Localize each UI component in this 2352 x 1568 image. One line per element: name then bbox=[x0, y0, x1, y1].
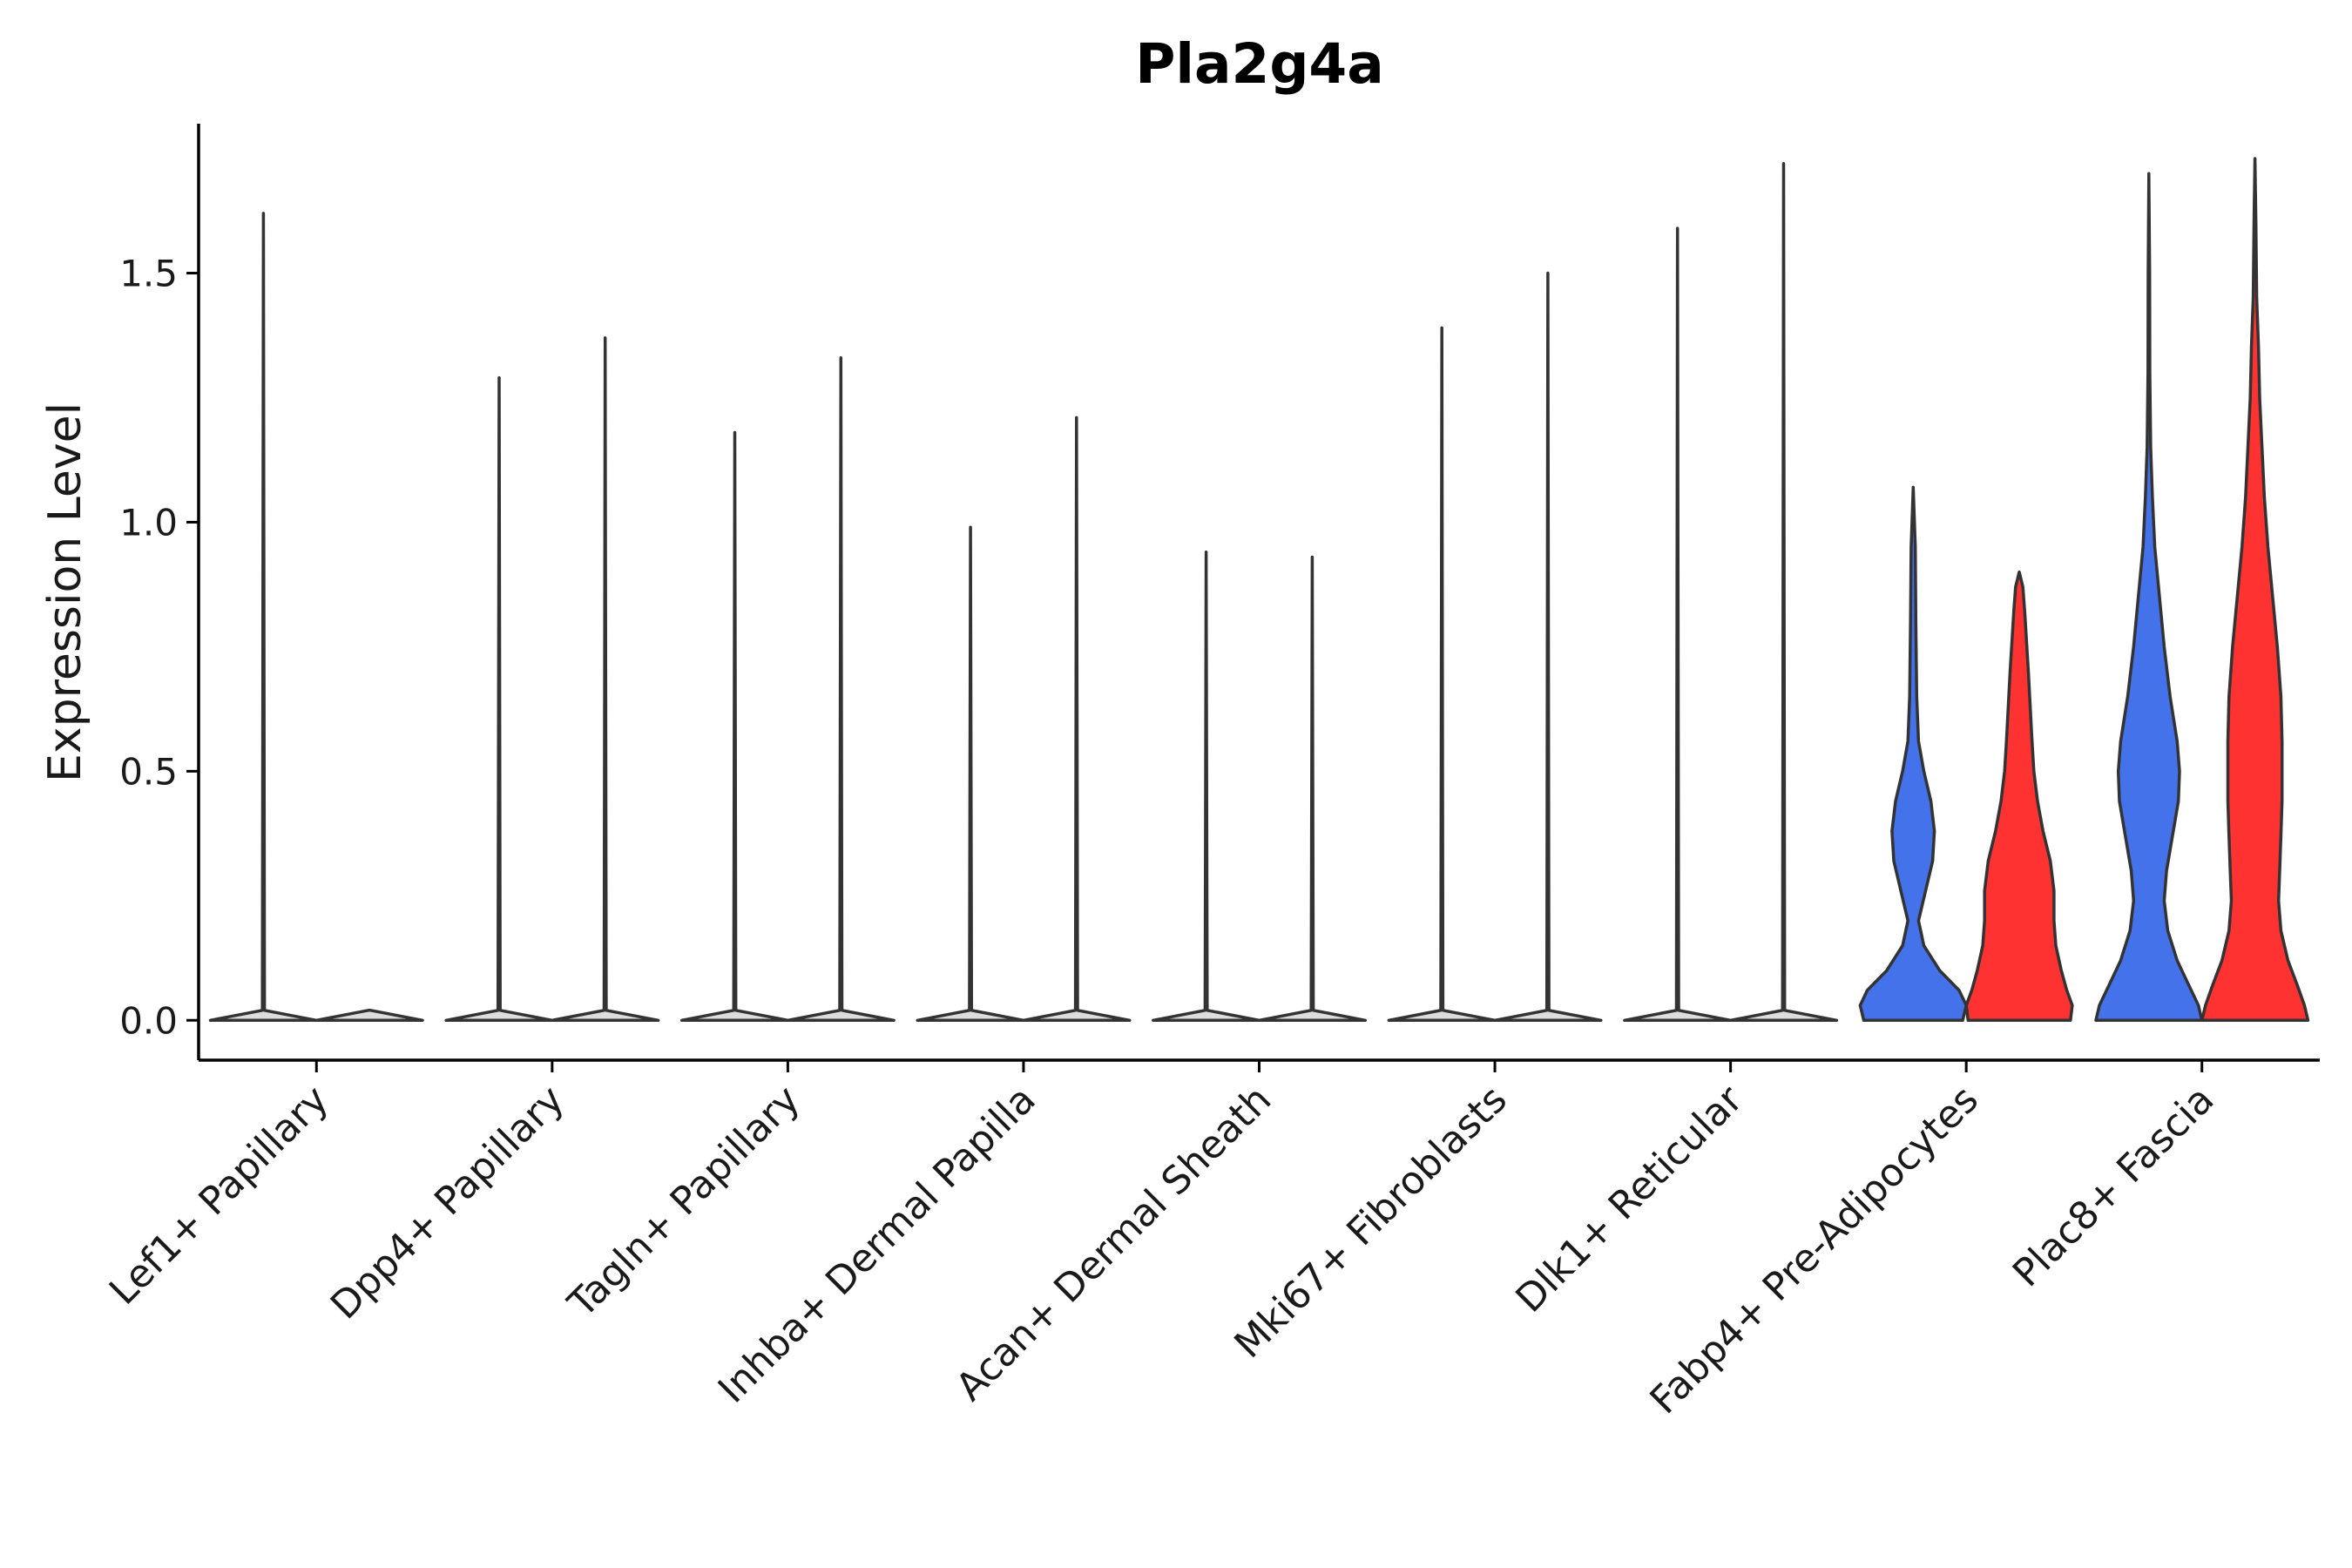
violin-right-7 bbox=[1728, 161, 1839, 1023]
y-axis-title: Expression Level bbox=[39, 402, 91, 782]
violin-left-4 bbox=[916, 525, 1025, 1023]
violin-left-5 bbox=[1152, 551, 1261, 1023]
y-tick-label: 0.5 bbox=[119, 750, 178, 793]
x-tick-label: Mki67+ Fibroblasts bbox=[1226, 1078, 1515, 1367]
violin-left-7 bbox=[1623, 226, 1733, 1023]
violin-right-6 bbox=[1493, 271, 1603, 1023]
x-tick-label: Tagln+ Papillary bbox=[559, 1078, 808, 1327]
y-axis-ticks: 0.0 0.5 1.0 1.5 bbox=[119, 253, 199, 1042]
violin-right-3 bbox=[786, 356, 896, 1023]
violin-left-1 bbox=[208, 212, 319, 1023]
violin-right-5 bbox=[1257, 555, 1368, 1023]
violin-left-2 bbox=[444, 375, 554, 1023]
y-tick-label: 1.0 bbox=[119, 501, 178, 544]
chart-title: Pla2g4a bbox=[1135, 32, 1384, 96]
violin-left-8 bbox=[1858, 485, 1968, 1023]
violin-left-3 bbox=[679, 430, 790, 1023]
violin-right-1 bbox=[314, 1009, 424, 1023]
violin-right-4 bbox=[1022, 416, 1132, 1023]
violin-right-8 bbox=[1964, 570, 2074, 1023]
violin-left-9 bbox=[2094, 172, 2204, 1023]
violin-right-2 bbox=[551, 336, 660, 1023]
violin-group bbox=[208, 157, 2310, 1023]
x-tick-label: Dpp4+ Papillary bbox=[322, 1078, 573, 1328]
y-tick-label: 1.5 bbox=[119, 253, 178, 295]
x-tick-label: Dlk1+ Reticular bbox=[1507, 1077, 1752, 1321]
violin-left-6 bbox=[1387, 326, 1497, 1023]
x-tick-label: Lef1+ Papillary bbox=[101, 1078, 337, 1314]
x-tick-label: Plac8+ Fascia bbox=[2004, 1078, 2223, 1296]
violin-right-9 bbox=[2200, 157, 2310, 1023]
y-tick-label: 0.0 bbox=[119, 999, 178, 1042]
